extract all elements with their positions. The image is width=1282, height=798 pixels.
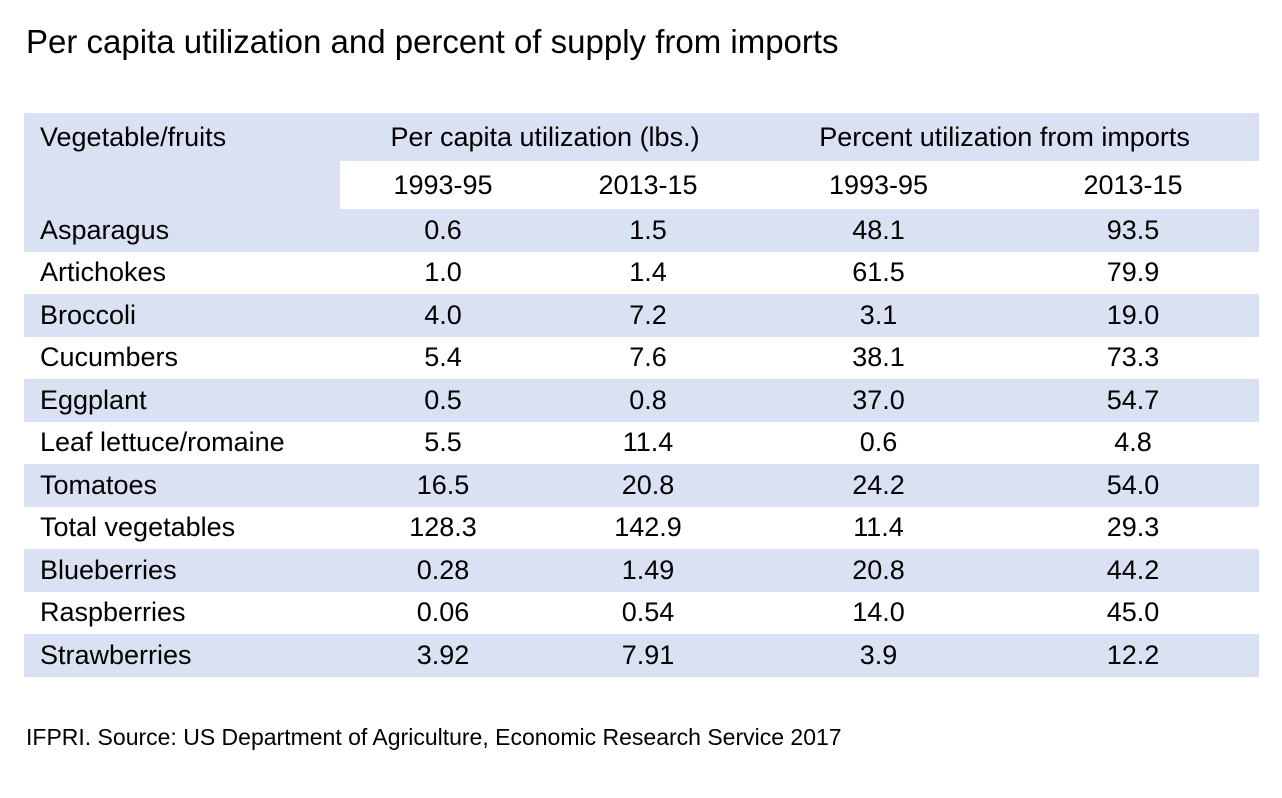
row-label: Tomatoes: [24, 464, 340, 507]
row-label: Eggplant: [24, 379, 340, 422]
value-cell: 4.0: [340, 294, 546, 337]
header-row-periods: 1993-95 2013-15 1993-95 2013-15: [24, 161, 1260, 209]
value-cell: 61.5: [750, 251, 1008, 294]
value-cell: 54.7: [1007, 379, 1260, 422]
row-label: Asparagus: [24, 209, 340, 252]
table-row: Eggplant 0.5 0.8 37.0 54.7: [24, 379, 1260, 422]
row-label: Blueberries: [24, 549, 340, 592]
table-body: Asparagus 0.6 1.5 48.1 93.5 Artichokes 1.0 1.4 6…: [24, 209, 1260, 677]
value-cell: 5.5: [340, 421, 546, 464]
value-cell: 7.91: [546, 634, 751, 677]
value-cell: 73.3: [1007, 336, 1260, 379]
value-cell: 0.54: [546, 591, 751, 634]
data-table: Vegetable/fruits Per capita utilization …: [24, 113, 1260, 677]
value-cell: 14.0: [750, 591, 1008, 634]
value-cell: 24.2: [750, 464, 1008, 507]
table-title: Per capita utilization and percent of su…: [26, 23, 839, 60]
value-cell: 19.0: [1007, 294, 1260, 337]
value-cell: 11.4: [546, 421, 751, 464]
value-cell: 20.8: [546, 464, 751, 507]
header-period: 1993-95: [340, 161, 546, 209]
value-cell: 0.5: [340, 379, 546, 422]
row-label: Leaf lettuce/romaine: [24, 421, 340, 464]
value-cell: 3.1: [750, 294, 1008, 337]
table-row: Blueberries 0.28 1.49 20.8 44.2: [24, 549, 1260, 592]
header-period: 2013-15: [546, 161, 751, 209]
header-period: 2013-15: [1007, 161, 1260, 209]
header-percent-from-imports: Percent utilization from imports: [750, 113, 1260, 161]
value-cell: 38.1: [750, 336, 1008, 379]
value-cell: 0.8: [546, 379, 751, 422]
table-row: Strawberries 3.92 7.91 3.9 12.2: [24, 634, 1260, 677]
value-cell: 20.8: [750, 549, 1008, 592]
value-cell: 7.6: [546, 336, 751, 379]
header-period: 1993-95: [750, 161, 1008, 209]
header-row-groups: Vegetable/fruits Per capita utilization …: [24, 113, 1260, 161]
value-cell: 16.5: [340, 464, 546, 507]
source-note: IFPRI. Source: US Department of Agricult…: [26, 724, 842, 750]
value-cell: 48.1: [750, 209, 1008, 252]
value-cell: 37.0: [750, 379, 1008, 422]
value-cell: 0.28: [340, 549, 546, 592]
value-cell: 1.0: [340, 251, 546, 294]
table-row: Broccoli 4.0 7.2 3.1 19.0: [24, 294, 1260, 337]
value-cell: 5.4: [340, 336, 546, 379]
table-row: Tomatoes 16.5 20.8 24.2 54.0: [24, 464, 1260, 507]
table-row: Leaf lettuce/romaine 5.5 11.4 0.6 4.8: [24, 421, 1260, 464]
row-label: Cucumbers: [24, 336, 340, 379]
data-table-container: Vegetable/fruits Per capita utilization …: [24, 113, 1260, 677]
header-per-capita-utilization: Per capita utilization (lbs.): [340, 113, 751, 161]
row-label: Artichokes: [24, 251, 340, 294]
header-blank-cell: [24, 161, 340, 209]
value-cell: 11.4: [750, 506, 1008, 549]
value-cell: 1.4: [546, 251, 751, 294]
row-label: Total vegetables: [24, 506, 340, 549]
value-cell: 45.0: [1007, 591, 1260, 634]
value-cell: 93.5: [1007, 209, 1260, 252]
table-row: Total vegetables 128.3 142.9 11.4 29.3: [24, 506, 1260, 549]
value-cell: 12.2: [1007, 634, 1260, 677]
value-cell: 0.06: [340, 591, 546, 634]
value-cell: 0.6: [750, 421, 1008, 464]
value-cell: 3.9: [750, 634, 1008, 677]
value-cell: 79.9: [1007, 251, 1260, 294]
value-cell: 44.2: [1007, 549, 1260, 592]
table-row: Raspberries 0.06 0.54 14.0 45.0: [24, 591, 1260, 634]
row-label: Raspberries: [24, 591, 340, 634]
header-vegetable-fruits: Vegetable/fruits: [24, 113, 340, 161]
value-cell: 142.9: [546, 506, 751, 549]
value-cell: 4.8: [1007, 421, 1260, 464]
table-row: Artichokes 1.0 1.4 61.5 79.9: [24, 251, 1260, 294]
row-label: Broccoli: [24, 294, 340, 337]
table-row: Cucumbers 5.4 7.6 38.1 73.3: [24, 336, 1260, 379]
value-cell: 29.3: [1007, 506, 1260, 549]
value-cell: 1.5: [546, 209, 751, 252]
value-cell: 1.49: [546, 549, 751, 592]
row-label: Strawberries: [24, 634, 340, 677]
value-cell: 7.2: [546, 294, 751, 337]
value-cell: 128.3: [340, 506, 546, 549]
value-cell: 54.0: [1007, 464, 1260, 507]
value-cell: 0.6: [340, 209, 546, 252]
table-row: Asparagus 0.6 1.5 48.1 93.5: [24, 209, 1260, 252]
value-cell: 3.92: [340, 634, 546, 677]
